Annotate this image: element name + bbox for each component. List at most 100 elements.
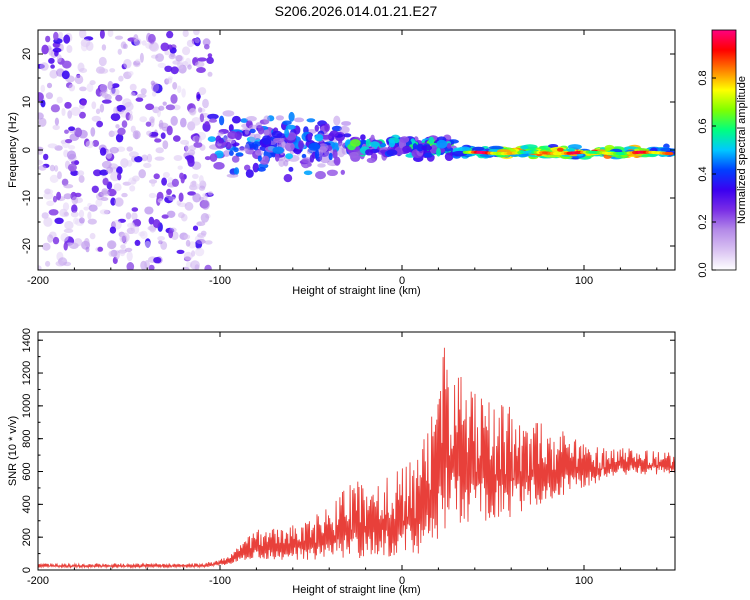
spectrogram-cell bbox=[52, 195, 58, 203]
spectrogram-cell bbox=[209, 153, 218, 162]
spectrogram-cell bbox=[79, 111, 86, 119]
spectrogram-cell bbox=[366, 157, 376, 163]
heatmap-ytick-label: 20 bbox=[21, 48, 33, 60]
spectrogram-cell bbox=[181, 88, 186, 98]
spectrogram-cell bbox=[123, 43, 128, 49]
snr-ylabel: SNR (10 * v/v) bbox=[7, 416, 19, 486]
spectrogram-cell bbox=[360, 134, 366, 141]
spectrogram-cell bbox=[48, 209, 59, 216]
colorbar-tick-label: 0.8 bbox=[697, 70, 709, 85]
spectrogram-cell bbox=[261, 135, 272, 145]
spectrogram-cell bbox=[64, 220, 74, 230]
spectrogram-cell bbox=[272, 146, 285, 154]
spectrogram-cell bbox=[79, 68, 88, 73]
spectrogram-cell bbox=[46, 82, 53, 89]
spectrogram-cell bbox=[146, 130, 152, 136]
spectrogram-cell bbox=[140, 88, 147, 95]
spectrogram-cell bbox=[55, 260, 65, 267]
snr-series-line bbox=[38, 347, 675, 570]
spectrogram-cell bbox=[349, 151, 359, 159]
spectrogram-cell bbox=[124, 247, 133, 252]
spectrogram-cell bbox=[152, 219, 161, 228]
spectrogram-cell bbox=[146, 153, 153, 163]
spectrogram-cell bbox=[70, 170, 79, 177]
spectrogram-cell bbox=[108, 250, 115, 257]
spectrogram-cell bbox=[121, 120, 128, 128]
spectrogram-cell bbox=[190, 260, 200, 270]
spectrogram-cell bbox=[123, 58, 132, 69]
snr-xtick-label: 0 bbox=[399, 575, 405, 587]
spectrogram-cell bbox=[197, 57, 207, 62]
spectrogram-cell bbox=[98, 68, 109, 74]
spectrogram-cell bbox=[218, 138, 225, 144]
spectrogram-cell bbox=[90, 127, 96, 137]
spectrogram-cell bbox=[120, 244, 126, 250]
spectrogram-cell bbox=[303, 170, 313, 176]
spectrogram-cell bbox=[44, 188, 51, 195]
spectrogram-cell bbox=[141, 154, 149, 162]
spectrogram-cell bbox=[244, 164, 251, 171]
spectrogram-cell bbox=[63, 228, 74, 233]
spectrogram-cell bbox=[154, 138, 162, 143]
spectrogram-cell bbox=[282, 120, 292, 126]
spectrogram-cell bbox=[189, 107, 197, 116]
spectrogram-cell bbox=[194, 61, 205, 68]
spectrogram-cell bbox=[207, 53, 213, 58]
spectrogram-cell bbox=[412, 143, 418, 150]
spectrogram-cell bbox=[154, 156, 165, 161]
spectrogram-cell bbox=[399, 136, 410, 144]
spectrogram-cell bbox=[444, 152, 454, 162]
spectrogram-cell bbox=[65, 139, 73, 144]
spectrogram-cell bbox=[191, 117, 201, 126]
spectrogram-cell bbox=[49, 164, 56, 172]
spectrogram-cell bbox=[89, 80, 96, 86]
colorbar-tick-label: 0.6 bbox=[697, 118, 709, 133]
spectrogram-cell bbox=[170, 94, 178, 104]
spectrogram-cell bbox=[245, 169, 254, 178]
spectrogram-cell bbox=[87, 218, 97, 225]
spectrogram-cell bbox=[177, 62, 184, 70]
spectrogram-cell bbox=[197, 232, 206, 238]
snr-frame bbox=[37, 331, 676, 571]
spectrogram-cell bbox=[200, 213, 210, 223]
spectrogram-cell bbox=[52, 236, 60, 245]
spectrogram-cell bbox=[192, 173, 199, 179]
spectrogram-cell bbox=[201, 199, 210, 210]
spectrogram-cell bbox=[226, 173, 239, 178]
snr-ytick-label: 1200 bbox=[21, 361, 33, 385]
spectrogram-cell bbox=[181, 266, 190, 270]
spectrogram-cell bbox=[45, 35, 51, 43]
snr-ytick-label: 0 bbox=[21, 567, 33, 573]
spectrogram-cell bbox=[160, 42, 170, 52]
spectrogram-cell bbox=[91, 115, 102, 122]
spectrogram-cell bbox=[115, 94, 123, 102]
chart-title: S206.2026.014.01.21.E27 bbox=[275, 3, 438, 19]
spectrogram-cell bbox=[207, 71, 213, 77]
spectrogram-cell bbox=[172, 104, 181, 111]
spectrogram-cell bbox=[70, 211, 79, 218]
spectrogram-cell bbox=[257, 155, 262, 162]
spectrogram-cell bbox=[196, 94, 201, 100]
spectrogram-cell bbox=[472, 146, 485, 151]
spectrogram-cell bbox=[166, 30, 174, 39]
spectrogram-cell bbox=[231, 115, 241, 124]
spectrogram-cell bbox=[204, 156, 211, 161]
spectrogram-cell bbox=[132, 225, 140, 234]
spectrogram-cell bbox=[101, 188, 109, 195]
spectrogram-cell bbox=[92, 139, 100, 147]
spectrogram-cell bbox=[105, 150, 112, 159]
spectrogram-cell bbox=[194, 38, 200, 44]
spectrogram-cell bbox=[149, 42, 160, 52]
spectrogram-cell bbox=[219, 115, 225, 126]
spectrogram-cell bbox=[278, 141, 287, 149]
spectrogram-cell bbox=[329, 130, 339, 137]
spectrogram-cell bbox=[50, 64, 55, 69]
spectrogram-cell bbox=[193, 30, 200, 36]
spectrogram-cell bbox=[229, 150, 234, 156]
spectrogram-cell bbox=[183, 234, 191, 240]
colorbar-label: Normalized spectral amplitude bbox=[736, 76, 748, 224]
spectrogram-cell bbox=[288, 111, 295, 122]
spectrogram-cell bbox=[114, 250, 120, 260]
snr-ytick-label: 600 bbox=[21, 462, 33, 480]
